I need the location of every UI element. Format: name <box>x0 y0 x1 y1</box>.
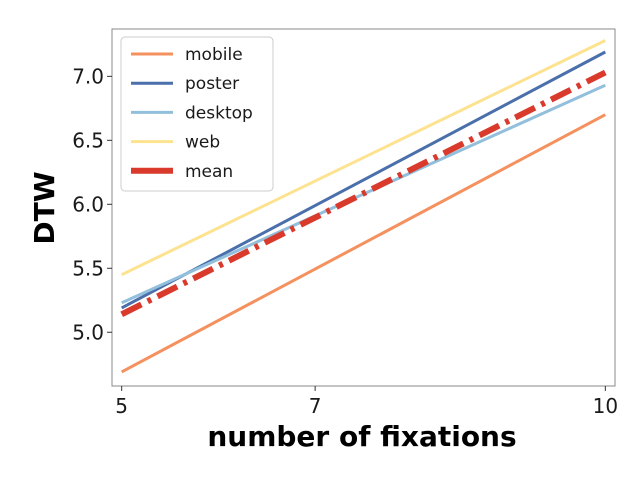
series-line-web <box>121 39 606 277</box>
y-tick-label-6-5: 6.5 <box>72 128 104 152</box>
y-axis-title: DTW <box>28 171 61 244</box>
y-axis-ticks: 5.0 5.5 6.0 6.5 7.0 <box>72 64 112 344</box>
x-axis-title: number of fixations <box>207 420 516 453</box>
legend: mobile poster desktop web mean <box>120 36 274 192</box>
y-tick-label-7-0: 7.0 <box>72 64 104 88</box>
legend-label-mean: mean <box>185 162 233 182</box>
y-tick-label-5-0: 5.0 <box>72 320 104 344</box>
series-line-mean <box>120 69 607 317</box>
x-tick-label-10: 10 <box>593 394 618 418</box>
legend-label-web: web <box>185 133 220 153</box>
legend-label-mobile: mobile <box>185 45 243 65</box>
y-tick-label-6-0: 6.0 <box>72 192 104 216</box>
legend-frame <box>120 36 274 192</box>
legend-label-poster: poster <box>185 74 239 94</box>
legend-entries: mobile poster desktop web mean <box>131 45 253 182</box>
series-line-mobile <box>120 113 607 374</box>
x-tick-label-7: 7 <box>309 394 322 418</box>
legend-label-desktop: desktop <box>185 103 253 123</box>
series-layer <box>120 39 607 374</box>
x-axis-ticks: 5 7 10 <box>115 386 618 418</box>
y-tick-label-5-5: 5.5 <box>72 256 104 280</box>
x-tick-label-5: 5 <box>115 394 128 418</box>
